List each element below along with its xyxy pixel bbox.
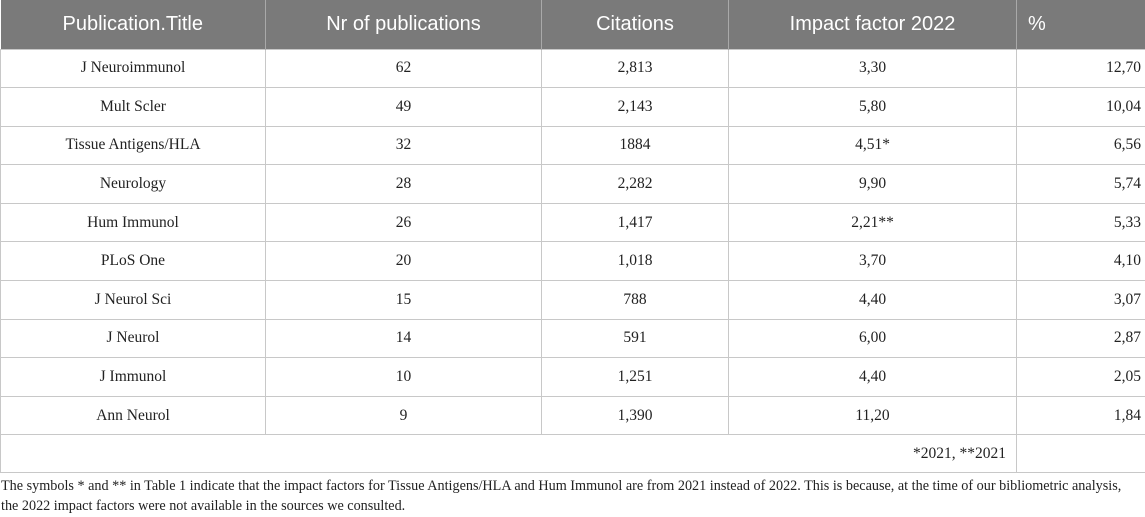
table-caption: The symbols * and ** in Table 1 indicate… [1, 478, 1122, 514]
cell-title: Hum Immunol [0, 202, 266, 243]
cell-citations: 591 [541, 318, 729, 359]
table-row: Tissue Antigens/HLA 32 1884 4,51* 6,56 [0, 125, 1145, 166]
cell-percent: 5,74 [1016, 164, 1145, 204]
table-row: Neurology 28 2,282 9,90 5,74 [0, 164, 1145, 204]
cell-publications: 20 [265, 241, 542, 282]
cell-citations: 1,251 [541, 357, 729, 397]
cell-citations: 1884 [541, 125, 729, 166]
header-row: Publication.Title Nr of publications Cit… [0, 0, 1145, 49]
publications-table: Publication.Title Nr of publications Cit… [0, 0, 1145, 474]
footnote-row: *2021, **2021 [0, 434, 1145, 474]
table-row: J Neurol Sci 15 788 4,40 3,07 [0, 280, 1145, 320]
cell-impact: 4,51* [728, 125, 1017, 166]
cell-impact: 3,70 [728, 241, 1017, 282]
cell-title: PLoS One [0, 241, 266, 282]
cell-citations: 1,390 [541, 395, 729, 436]
cell-publications: 14 [265, 318, 542, 359]
table-row: J Neurol 14 591 6,00 2,87 [0, 318, 1145, 359]
table-row: Mult Scler 49 2,143 5,80 10,04 [0, 87, 1145, 127]
cell-percent: 2,87 [1016, 318, 1145, 359]
cell-publications: 32 [265, 125, 542, 166]
cell-percent: 5,33 [1016, 202, 1145, 243]
cell-impact: 11,20 [728, 395, 1017, 436]
cell-citations: 1,417 [541, 202, 729, 243]
cell-title: J Neurol [0, 318, 266, 359]
cell-impact: 6,00 [728, 318, 1017, 359]
cell-percent: 6,56 [1016, 125, 1145, 166]
header-percent: % [1016, 0, 1145, 49]
cell-title: Ann Neurol [0, 395, 266, 436]
cell-citations: 2,282 [541, 164, 729, 204]
cell-citations: 2,813 [541, 48, 729, 89]
footnote-empty-cell [1016, 434, 1145, 474]
cell-percent: 4,10 [1016, 241, 1145, 282]
table-footnote: *2021, **2021 [0, 434, 1017, 474]
cell-title: Tissue Antigens/HLA [0, 125, 266, 166]
cell-percent: 12,70 [1016, 48, 1145, 89]
table-row: PLoS One 20 1,018 3,70 4,10 [0, 241, 1145, 282]
cell-publications: 10 [265, 357, 542, 397]
table-header: Publication.Title Nr of publications Cit… [0, 0, 1145, 49]
header-publication-title: Publication.Title [62, 12, 203, 35]
cell-impact: 3,30 [728, 48, 1017, 89]
cell-title: J Immunol [0, 357, 266, 397]
header-nr-of-publications: Nr of publications [265, 0, 542, 49]
table-row: Ann Neurol 9 1,390 11,20 1,84 [0, 395, 1145, 436]
cell-citations: 788 [541, 280, 729, 320]
cell-publications: 49 [265, 87, 542, 127]
header-citations: Citations [541, 0, 729, 49]
cell-publications: 15 [265, 280, 542, 320]
cell-citations: 1,018 [541, 241, 729, 282]
header-impact-factor: Impact factor 2022 [728, 0, 1017, 49]
cell-publications: 28 [265, 164, 542, 204]
cell-title: J Neuroimmunol [0, 48, 266, 89]
cell-impact: 5,80 [728, 87, 1017, 127]
cell-publications: 26 [265, 202, 542, 243]
cell-impact: 9,90 [728, 164, 1017, 204]
table-body: J Neuroimmunol 62 2,813 3,30 12,70 Mult … [0, 48, 1145, 474]
table-row: J Neuroimmunol 62 2,813 3,30 12,70 [0, 48, 1145, 89]
cell-impact: 2,21** [728, 202, 1017, 243]
cell-title: Mult Scler [0, 87, 266, 127]
table-row: J Immunol 10 1,251 4,40 2,05 [0, 357, 1145, 397]
table-row: Hum Immunol 26 1,417 2,21** 5,33 [0, 202, 1145, 243]
cell-title: J Neurol Sci [0, 280, 266, 320]
cell-percent: 3,07 [1016, 280, 1145, 320]
cell-percent: 1,84 [1016, 395, 1145, 436]
cell-citations: 2,143 [541, 87, 729, 127]
cell-publications: 9 [265, 395, 542, 436]
cell-percent: 10,04 [1016, 87, 1145, 127]
cell-percent: 2,05 [1016, 357, 1145, 397]
cell-publications: 62 [265, 48, 542, 89]
cell-impact: 4,40 [728, 280, 1017, 320]
cell-impact: 4,40 [728, 357, 1017, 397]
cell-title: Neurology [0, 164, 266, 204]
